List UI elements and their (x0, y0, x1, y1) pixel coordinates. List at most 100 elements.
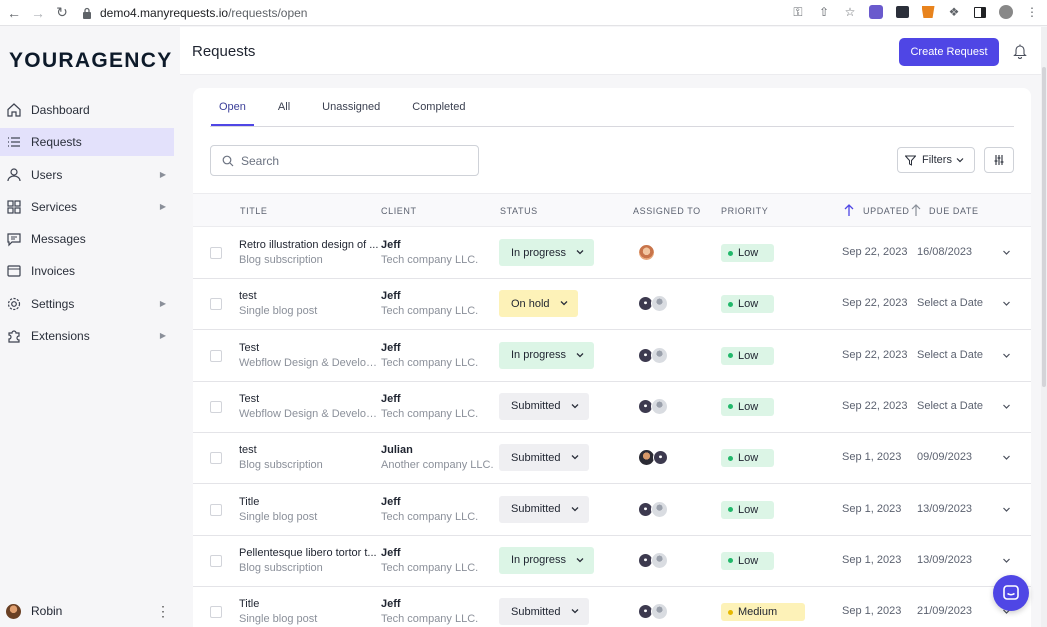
assignees[interactable] (638, 295, 668, 313)
request-title[interactable]: Pellentesque libero tortor t... (239, 546, 377, 559)
priority-badge[interactable]: Low (721, 500, 775, 519)
expand-row-icon[interactable] (1002, 403, 1011, 410)
extension-terminal-icon[interactable] (893, 3, 911, 21)
table-row[interactable]: Retro illustration design of ... Blog sub… (193, 228, 1031, 279)
sidebar-item-dashboard[interactable]: Dashboard (0, 96, 174, 124)
table-row[interactable]: test Single blog post Jeff Tech company LLC… (193, 279, 1031, 331)
expand-row-icon[interactable] (1002, 506, 1011, 513)
scrollbar[interactable] (1041, 27, 1047, 627)
row-checkbox[interactable] (210, 349, 222, 362)
table-row[interactable]: Test Webflow Design & Develop... Jeff Tech … (193, 382, 1031, 433)
column-title[interactable]: TITLE (240, 206, 268, 216)
priority-badge[interactable]: Low (721, 295, 775, 314)
sidebar-item-extensions[interactable]: Extensions ▶ (0, 322, 174, 350)
assignee-avatar[interactable] (651, 551, 668, 569)
tab-completed[interactable]: Completed (412, 101, 466, 113)
priority-badge[interactable]: Low (721, 449, 775, 468)
expand-row-icon[interactable] (1002, 454, 1011, 461)
request-title[interactable]: Retro illustration design of ... (239, 239, 379, 251)
bell-icon[interactable] (1012, 43, 1028, 59)
assignees[interactable] (638, 449, 668, 467)
column-priority[interactable]: PRIORITY (721, 206, 769, 216)
assignee-avatar[interactable] (651, 397, 668, 415)
column-status[interactable]: STATUS (500, 206, 538, 216)
sidebar-item-services[interactable]: Services ▶ (0, 193, 174, 221)
status-dropdown[interactable]: In progress (499, 341, 595, 369)
assignees[interactable] (638, 244, 655, 261)
puzzle-icon[interactable]: ❖ (948, 5, 960, 19)
sort-up-icon[interactable] (911, 203, 921, 217)
column-settings-button[interactable] (984, 147, 1014, 173)
column-client[interactable]: CLIENT (381, 206, 417, 216)
due-date[interactable]: 09/09/2023 (917, 451, 973, 464)
row-checkbox[interactable] (210, 503, 222, 516)
expand-row-icon[interactable] (1002, 608, 1011, 615)
status-dropdown[interactable]: On hold (499, 290, 578, 318)
due-date[interactable]: 21/09/2023 (917, 605, 973, 618)
kebab-menu-icon[interactable]: ⋮ (156, 603, 170, 619)
sidepanel-icon[interactable] (971, 3, 989, 21)
table-row[interactable]: Title Single blog post Jeff Tech company LL… (193, 587, 1031, 627)
reload-icon[interactable]: ↻ (56, 4, 68, 20)
request-title[interactable]: test (239, 444, 257, 457)
row-checkbox[interactable] (210, 606, 222, 619)
request-title[interactable]: Title (239, 495, 260, 508)
row-checkbox[interactable] (210, 298, 222, 311)
priority-badge[interactable]: Medium (721, 603, 806, 622)
assignee-avatar[interactable] (651, 295, 668, 313)
row-checkbox[interactable] (210, 247, 222, 259)
priority-badge[interactable]: Low (721, 244, 775, 262)
assignee-avatar[interactable] (653, 450, 668, 466)
assignees[interactable] (638, 500, 668, 518)
row-checkbox[interactable] (210, 452, 222, 465)
chat-launcher-button[interactable] (993, 575, 1029, 611)
priority-badge[interactable]: Low (721, 346, 775, 365)
due-date[interactable]: Select a Date (917, 399, 984, 412)
user-profile[interactable]: Robin ⋮ (0, 595, 180, 627)
forward-icon[interactable]: → (31, 4, 45, 21)
request-title[interactable]: Test (239, 341, 260, 354)
table-row[interactable]: Test Webflow Design & Develop... Jeff Tech … (193, 331, 1031, 382)
due-date[interactable]: Select a Date (917, 297, 984, 310)
table-row[interactable]: test Blog subscription Julian Another compa… (193, 433, 1031, 485)
status-dropdown[interactable]: Submitted (499, 495, 589, 523)
assignees[interactable] (638, 551, 668, 569)
tab-unassigned[interactable]: Unassigned (322, 101, 381, 113)
expand-row-icon[interactable] (1002, 249, 1011, 256)
status-dropdown[interactable]: Submitted (499, 444, 589, 472)
key-icon[interactable]: ⚿ (793, 4, 803, 19)
status-dropdown[interactable]: Submitted (499, 598, 589, 626)
profile-icon[interactable] (997, 3, 1015, 21)
request-title[interactable]: Title (239, 598, 260, 611)
column-due-date[interactable]: DUE DATE (929, 206, 979, 216)
address-bar[interactable]: demo4.manyrequests.io/requests/open (82, 6, 307, 20)
assignees[interactable] (638, 397, 668, 415)
due-date[interactable]: 13/09/2023 (917, 553, 973, 566)
assignee-avatar[interactable] (651, 500, 668, 518)
sidebar-item-settings[interactable]: Settings ▶ (0, 290, 174, 318)
sidebar-item-users[interactable]: Users ▶ (0, 161, 174, 189)
back-icon[interactable]: ← (7, 4, 21, 21)
assignee-avatar[interactable] (651, 603, 668, 621)
tab-all[interactable]: All (277, 101, 291, 113)
request-title[interactable]: Test (239, 392, 260, 405)
due-date[interactable]: 16/08/2023 (917, 246, 973, 258)
sort-up-icon[interactable] (844, 203, 854, 217)
assignee-avatar[interactable] (651, 346, 668, 364)
assignees[interactable] (638, 603, 668, 621)
due-date[interactable]: 13/09/2023 (917, 502, 973, 515)
filters-button[interactable]: Filters (897, 147, 975, 173)
row-checkbox[interactable] (210, 400, 222, 413)
row-checkbox[interactable] (210, 554, 222, 567)
menu-dots-icon[interactable]: ⋮ (1026, 5, 1038, 19)
table-row[interactable]: Pellentesque libero tortor t... Blog subs… (193, 536, 1031, 587)
assignees[interactable] (638, 346, 668, 364)
expand-row-icon[interactable] (1002, 300, 1011, 307)
create-request-button[interactable]: Create Request (899, 38, 999, 66)
expand-row-icon[interactable] (1002, 557, 1011, 564)
sidebar-item-messages[interactable]: Messages (0, 225, 174, 253)
due-date[interactable]: Select a Date (917, 348, 984, 361)
table-row[interactable]: Title Single blog post Jeff Tech company LL… (193, 485, 1031, 536)
sidebar-item-requests[interactable]: Requests (0, 128, 174, 157)
assignee-avatar[interactable] (638, 244, 655, 261)
